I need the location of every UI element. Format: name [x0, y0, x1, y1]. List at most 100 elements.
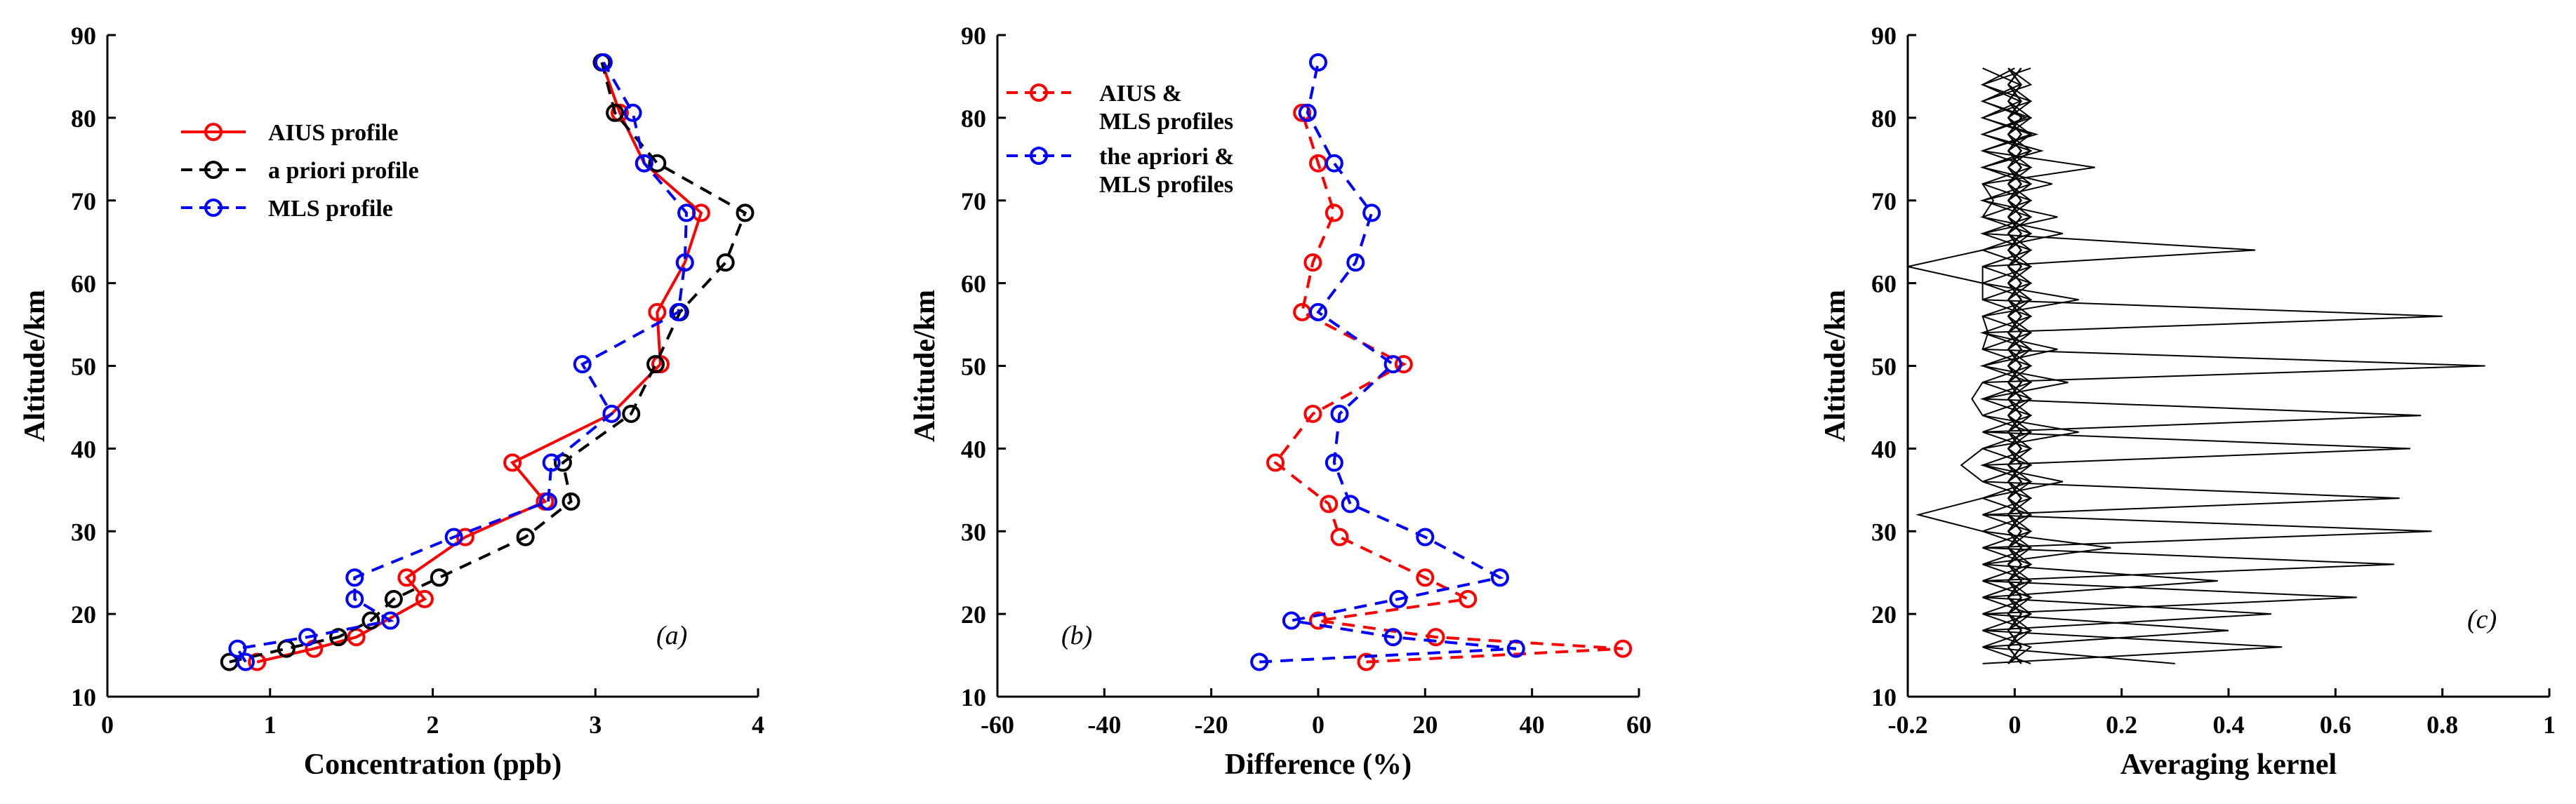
legend-label-1-1: MLS profiles [1099, 172, 1233, 198]
data-point [635, 154, 653, 173]
series-line-0 [1273, 112, 1624, 664]
kernel-line [1982, 67, 2400, 664]
data-point [1416, 568, 1435, 587]
panel-c: -0.2 0 0.2 0.4 0.6 0.8 1 10 20 30 40 50 60 70 80 90 Aver… [1819, 22, 2556, 781]
data-point [1330, 528, 1349, 547]
y-tick-label: 60 [961, 270, 986, 298]
data-point [736, 203, 755, 222]
data-point [1324, 203, 1343, 222]
x-tick-label: -60 [981, 711, 1014, 739]
data-point [1346, 253, 1365, 272]
data-point [602, 404, 621, 423]
x-tick-label: 60 [1626, 711, 1652, 739]
data-point [1309, 302, 1327, 321]
data-point [1614, 639, 1633, 658]
legend-label-2: MLS profile [268, 196, 393, 222]
data-point [623, 103, 642, 122]
data-point [345, 568, 364, 587]
y-tick-label: 20 [1871, 601, 1897, 629]
data-point [1324, 154, 1343, 173]
kernel-line [1981, 67, 2033, 664]
data-point [345, 589, 364, 608]
series-line-1 [1259, 62, 1516, 664]
data-point [1309, 53, 1327, 72]
data-point [1250, 652, 1269, 671]
data-point [1394, 355, 1413, 374]
data-point [573, 355, 592, 374]
data-point [1298, 103, 1317, 122]
x-tick-label: 0.4 [2213, 711, 2245, 739]
data-point [594, 53, 613, 72]
y-tick-label: 60 [71, 270, 96, 298]
data-point [1330, 404, 1349, 423]
y-tick-label: 10 [1871, 683, 1897, 711]
legend-label-1: a priori profile [268, 158, 419, 184]
kernel-line [1982, 67, 2395, 664]
data-point [1506, 639, 1525, 658]
y-tick-label: 70 [1871, 187, 1897, 215]
legend-marker-0 [1030, 83, 1048, 102]
x-tick-label: 20 [1412, 711, 1438, 739]
x-axis-title: Averaging kernel [2120, 749, 2337, 781]
legend-a: AIUS profile a priori profile MLS profile [181, 120, 419, 222]
data-point [1282, 611, 1301, 630]
kernel-line [1982, 67, 2095, 664]
x-tick-label: -40 [1087, 711, 1121, 739]
data-point [1490, 568, 1509, 587]
legend-label-0: AIUS profile [268, 120, 398, 146]
data-point [1383, 628, 1402, 647]
x-tick-label: 0 [101, 711, 114, 739]
legend-marker-0 [204, 123, 223, 141]
data-point [1324, 453, 1343, 472]
panel-label: (c) [2467, 605, 2497, 634]
data-point [361, 611, 380, 630]
x-tick-label: 0.6 [2320, 711, 2351, 739]
y-tick-label: 20 [71, 601, 96, 629]
y-tick-label: 90 [1871, 22, 1897, 50]
x-tick-label: 1 [264, 711, 277, 739]
data-point [381, 611, 400, 630]
x-tick-label: 0.8 [2426, 711, 2458, 739]
panel-label: (b) [1061, 621, 1092, 650]
x-axis-title: Concentration (ppb) [304, 749, 562, 781]
data-point [648, 154, 667, 173]
panel-label: (a) [656, 621, 687, 650]
x-tick-label: 0 [1312, 711, 1324, 739]
data-point [516, 528, 535, 547]
data-point [1341, 495, 1360, 514]
kernel-line [1982, 67, 2411, 664]
data-point [1416, 528, 1435, 547]
y-tick-label: 80 [71, 105, 96, 133]
data-point [1459, 589, 1478, 608]
kernel-line [1982, 67, 2422, 664]
kernel-line [1980, 67, 2033, 664]
data-point [397, 568, 416, 587]
y-tick-label: 70 [71, 187, 96, 215]
data-point [562, 492, 580, 511]
y-tick-label: 90 [71, 22, 96, 50]
data-point [1293, 103, 1312, 122]
data-point [542, 453, 561, 472]
y-tick-label: 10 [71, 683, 96, 711]
x-tick-label: 2 [427, 711, 439, 739]
x-tick-label: 0.2 [2106, 711, 2137, 739]
y-tick-label: 80 [1871, 105, 1897, 133]
y-tick-label: 70 [961, 187, 986, 215]
data-point [1320, 495, 1339, 514]
y-tick-label: 50 [1871, 353, 1897, 381]
data-point [1389, 589, 1408, 608]
x-tick-label: -20 [1195, 711, 1228, 739]
y-axis-title: Altitude/km [1819, 290, 1852, 442]
y-tick-label: 50 [961, 353, 986, 381]
y-tick-label: 20 [961, 601, 986, 629]
data-point [384, 589, 403, 608]
legend-marker-2 [204, 199, 223, 217]
kernel-line [1982, 67, 2357, 664]
x-tick-label: -0.2 [1888, 711, 1928, 739]
data-point [677, 203, 696, 222]
legend-label-1-0: the apriori & [1099, 144, 1235, 170]
y-tick-label: 80 [961, 105, 986, 133]
y-tick-label: 10 [961, 683, 986, 711]
data-point [1362, 203, 1381, 222]
